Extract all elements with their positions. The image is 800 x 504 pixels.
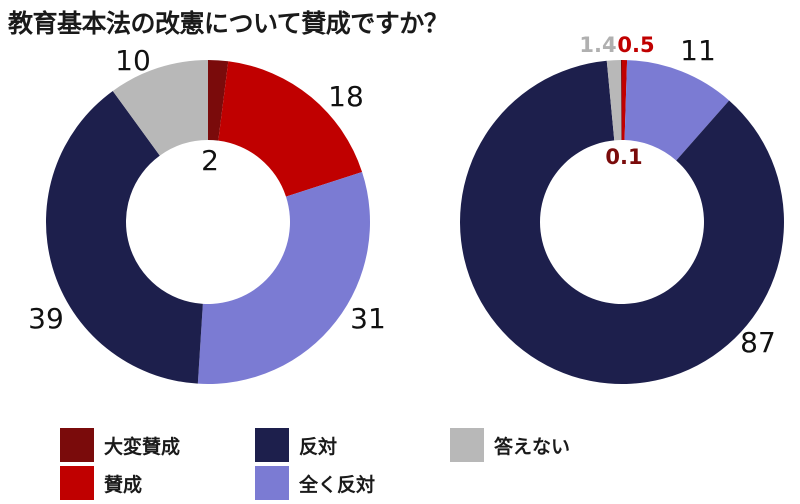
legend-label: 答えない xyxy=(494,435,571,458)
slice-right-1 xyxy=(624,60,730,161)
slice-left-1 xyxy=(218,61,363,197)
legend-item-no-answer: 答えない xyxy=(450,428,570,462)
left-donut-chart: 2 18 31 39 10 xyxy=(28,44,386,384)
legend-swatch xyxy=(255,466,289,500)
legend-label: 賛成 xyxy=(104,473,143,496)
data-label-left-2: 31 xyxy=(350,302,386,335)
data-label-right-2: 87 xyxy=(740,326,776,359)
chart-title: 教育基本法の改憲について賛成ですか？ xyxy=(8,9,449,38)
legend-swatch xyxy=(450,428,484,462)
data-label-left-0: 2 xyxy=(201,144,219,177)
legend-item-strongly-oppose: 全く反対 xyxy=(255,466,375,500)
right-donut-chart: 0.5 11 87 1.4 0.1 xyxy=(460,33,784,384)
legend-label: 全く反対 xyxy=(299,473,376,496)
legend: 大変賛成 反対 答えない 賛成 全く反対 xyxy=(0,420,800,504)
data-label-right-0: 0.5 xyxy=(617,33,654,57)
data-label-left-4: 10 xyxy=(115,44,151,77)
data-label-left-1: 18 xyxy=(328,80,364,113)
slice-right-2 xyxy=(460,60,784,384)
legend-label: 大変賛成 xyxy=(104,435,181,458)
slice-right-4 xyxy=(620,60,622,141)
legend-swatch xyxy=(60,466,94,500)
data-label-right-3: 1.4 xyxy=(579,33,616,57)
slice-left-4 xyxy=(112,60,208,156)
legend-swatch xyxy=(60,428,94,462)
legend-item-agree: 賛成 xyxy=(60,466,142,500)
slice-left-0 xyxy=(208,60,229,141)
donut-charts: 2 18 31 39 10 0.5 11 87 1.4 0.1 xyxy=(28,33,784,384)
slice-left-3 xyxy=(46,90,203,384)
slice-right-3 xyxy=(606,60,622,141)
data-label-right-4: 0.1 xyxy=(605,145,642,169)
legend-item-strongly-agree: 大変賛成 xyxy=(60,428,180,462)
data-label-right-1: 11 xyxy=(680,34,716,67)
slice-left-2 xyxy=(197,171,371,384)
legend-label: 反対 xyxy=(299,435,338,458)
data-label-left-3: 39 xyxy=(28,302,64,335)
legend-swatch xyxy=(255,428,289,462)
legend-item-oppose: 反対 xyxy=(255,428,337,462)
slice-right-0 xyxy=(622,60,628,141)
